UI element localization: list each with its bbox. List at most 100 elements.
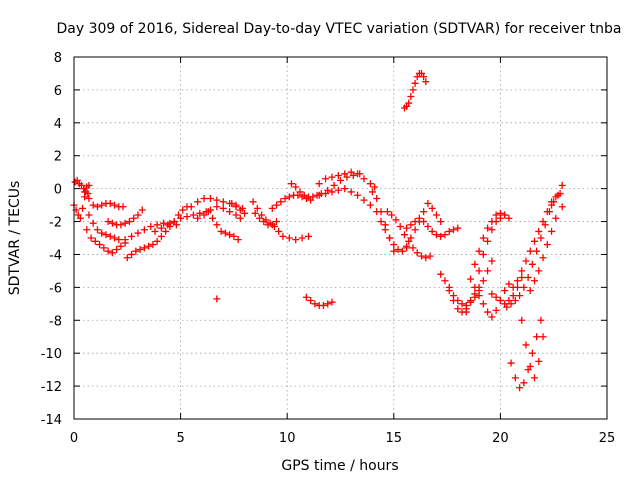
series-arc1 [70, 181, 93, 222]
data-point [437, 218, 445, 226]
data-point [234, 236, 242, 244]
data-point [496, 209, 504, 217]
data-point [428, 204, 436, 212]
data-point [130, 214, 138, 222]
series-arc7 [123, 203, 191, 262]
data-point [104, 247, 112, 255]
data-point [360, 196, 368, 204]
data-point [445, 283, 453, 291]
data-point [213, 295, 221, 303]
y-axis-title: SDTVAR / TECUs [7, 181, 23, 296]
data-point [108, 249, 116, 257]
data-point [501, 211, 509, 219]
data-point [388, 211, 396, 219]
data-point [407, 234, 415, 242]
data-point [558, 203, 566, 211]
data-point [409, 244, 417, 252]
data-point [492, 306, 500, 314]
data-point [496, 297, 504, 305]
data-point [83, 226, 91, 234]
data-point [179, 206, 187, 214]
data-point [324, 300, 332, 308]
y-tick-label: 0 [54, 183, 62, 198]
data-point [281, 195, 289, 203]
data-point [236, 206, 244, 214]
data-point [298, 234, 306, 242]
data-point [479, 234, 487, 242]
data-point [535, 267, 543, 275]
data-point [196, 209, 204, 217]
data-point [522, 341, 530, 349]
data-point [187, 203, 195, 211]
data-point [89, 201, 97, 209]
data-point [104, 218, 112, 226]
data-point [390, 247, 398, 255]
data-point [277, 198, 285, 206]
data-point [251, 209, 259, 217]
data-point [253, 204, 261, 212]
data-point [183, 213, 191, 221]
data-point [302, 293, 310, 301]
data-point [516, 384, 524, 392]
x-tick-label: 15 [386, 431, 403, 446]
data-point [149, 241, 157, 249]
data-point [467, 275, 475, 283]
x-tick-label: 5 [176, 431, 184, 446]
series-arc15 [268, 191, 315, 212]
data-point [432, 211, 440, 219]
data-point [383, 208, 391, 216]
data-point [437, 232, 445, 240]
data-point [232, 211, 240, 219]
data-point [268, 204, 276, 212]
x-tick-label: 0 [70, 431, 78, 446]
data-point [420, 73, 428, 81]
data-point [151, 227, 159, 235]
data-point [204, 208, 212, 216]
data-point [488, 290, 496, 298]
data-point [488, 226, 496, 234]
data-point [200, 195, 208, 203]
data-point [488, 257, 496, 265]
data-point [292, 236, 300, 244]
data-point [518, 273, 526, 281]
data-point [531, 237, 539, 245]
data-point [528, 260, 536, 268]
data-point [147, 222, 155, 230]
data-point [100, 244, 108, 252]
data-point [420, 218, 428, 226]
data-point [111, 201, 119, 209]
data-point [475, 292, 483, 300]
series-arc25 [445, 257, 496, 309]
data-point [230, 232, 238, 240]
y-tick-label: -8 [49, 314, 62, 329]
data-point [91, 237, 99, 245]
data-point [422, 78, 430, 86]
data-point [437, 270, 445, 278]
y-tick-label: -10 [41, 347, 62, 362]
data-point [213, 221, 221, 229]
data-point [484, 308, 492, 316]
data-point [322, 175, 330, 183]
data-point [535, 227, 543, 235]
data-point [96, 241, 104, 249]
data-point [221, 229, 229, 237]
data-point [213, 203, 221, 211]
data-point [194, 214, 202, 222]
data-point [157, 232, 165, 240]
data-point [285, 234, 293, 242]
y-tick-label: 2 [54, 150, 62, 165]
data-point [330, 181, 338, 189]
data-point [341, 185, 349, 193]
data-point [558, 181, 566, 189]
data-point [505, 214, 513, 222]
series-arc18 [315, 185, 411, 255]
data-point [518, 316, 526, 324]
data-point [394, 246, 402, 254]
data-point [492, 211, 500, 219]
data-point [424, 199, 432, 207]
data-point [328, 173, 336, 181]
data-point [85, 211, 93, 219]
data-point [371, 183, 379, 191]
data-point [279, 232, 287, 240]
data-point [520, 283, 528, 291]
